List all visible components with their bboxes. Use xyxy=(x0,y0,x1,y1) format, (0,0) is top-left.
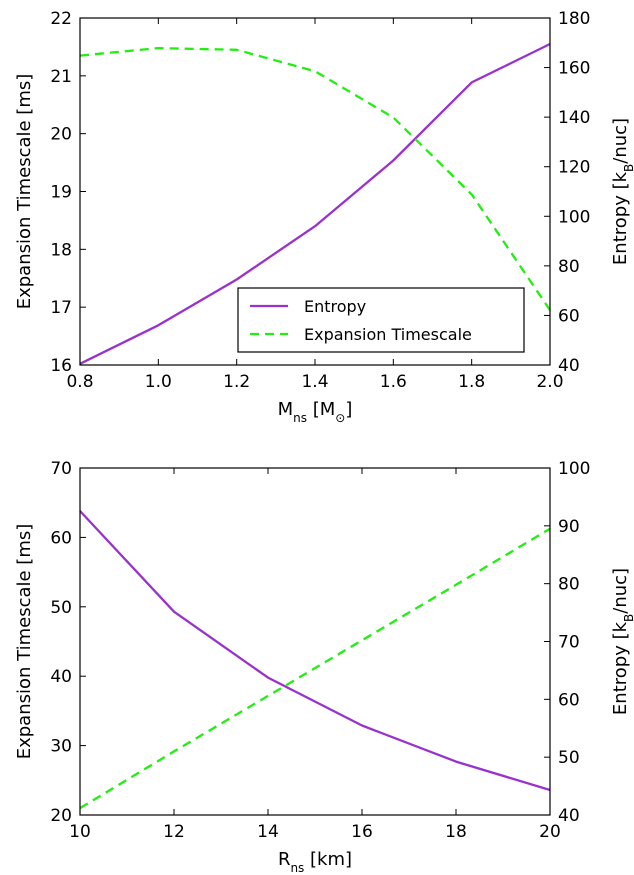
x-axis-label: Rns [km] xyxy=(278,849,352,875)
subscript: ns xyxy=(290,861,304,875)
label-part: ] xyxy=(345,399,352,420)
x-tick-label: 1.6 xyxy=(380,372,407,392)
x-tick-label: 1.4 xyxy=(301,372,328,392)
legend: Entropy Expansion Timescale xyxy=(237,287,525,353)
y-tick-label-right: 100 xyxy=(558,207,590,227)
y-tick-label-right: 80 xyxy=(558,257,580,277)
timescale-line xyxy=(79,46,551,311)
y-tick-label-left: 17 xyxy=(50,298,72,318)
y-tick-label-left: 70 xyxy=(50,459,72,479)
y-tick-label-left: 22 xyxy=(50,9,72,29)
subscript: B xyxy=(622,614,634,622)
label-part: [km] xyxy=(304,849,352,870)
y-tick-label-right: 80 xyxy=(558,575,580,595)
label-part: Entropy [k xyxy=(610,171,631,265)
label-part: M xyxy=(278,399,294,420)
x-tick-label: 12 xyxy=(163,822,185,842)
y-tick-label-left: 18 xyxy=(50,240,72,260)
x-axis-label: Mns [M⊙] xyxy=(278,399,353,425)
y-tick-label-right: 60 xyxy=(558,306,580,326)
x-tick-label: 1.2 xyxy=(223,372,250,392)
y-axis-label-left: Expansion Timescale [ms] xyxy=(14,74,35,310)
y-tick-label-right: 70 xyxy=(558,633,580,653)
x-tick-label: 16 xyxy=(351,822,373,842)
y-tick-label-right: 40 xyxy=(558,806,580,826)
label-part: /nuc] xyxy=(610,118,631,164)
y-tick-label-right: 160 xyxy=(558,59,590,79)
y-tick-label-right: 60 xyxy=(558,690,580,710)
chart-top: 0.8 1.0 1.2 1.4 1.6 1.8 2.0 16 17 18 19 20 21 22 40 60 8… xyxy=(14,9,634,425)
chart-bottom: 10 12 14 16 18 20 20 30 40 50 60 70 40 50 60 70 80 90 100 R… xyxy=(14,459,634,875)
entropy-line xyxy=(79,42,551,365)
y-tick-label-left: 50 xyxy=(50,598,72,618)
y-tick-label-left: 60 xyxy=(50,528,72,548)
y-axis-label-right: Entropy [kB/nuc] xyxy=(610,568,634,715)
y-tick-label-right: 140 xyxy=(558,108,590,128)
label-part: [M xyxy=(307,399,335,420)
entropy-line xyxy=(79,510,551,792)
y-tick-label-left: 19 xyxy=(50,183,72,203)
label-part: R xyxy=(278,849,291,870)
y-axis-label-left: Expansion Timescale [ms] xyxy=(14,524,35,760)
y-tick-label-right: 100 xyxy=(558,459,590,479)
x-tick-label: 20 xyxy=(539,822,561,842)
subscript: ns xyxy=(293,411,307,425)
y-tick-label-left: 40 xyxy=(50,667,72,687)
y-tick-label-right: 120 xyxy=(558,158,590,178)
timescale-line xyxy=(79,527,551,810)
y-tick-label-right: 180 xyxy=(558,9,590,29)
x-tick-label: 18 xyxy=(445,822,467,842)
legend-entry: Expansion Timescale xyxy=(304,325,472,344)
label-part: Entropy [k xyxy=(610,621,631,715)
y-tick-label-left: 30 xyxy=(50,737,72,757)
x-tick-label: 10 xyxy=(69,822,91,842)
y-tick-label-left: 20 xyxy=(50,125,72,145)
y-tick-label-left: 16 xyxy=(50,356,72,376)
y-tick-label-right: 40 xyxy=(558,356,580,376)
plot-frame xyxy=(79,17,551,366)
plot-frame xyxy=(79,467,551,816)
x-tick-label: 0.8 xyxy=(66,372,93,392)
y-axis-label-right: Entropy [kB/nuc] xyxy=(610,118,634,265)
y-tick-label-right: 50 xyxy=(558,748,580,768)
y-tick-label-left: 21 xyxy=(50,67,72,87)
legend-entry: Entropy xyxy=(304,297,366,316)
label-part: /nuc] xyxy=(610,568,631,614)
y-tick-label-left: 20 xyxy=(50,806,72,826)
subscript: ⊙ xyxy=(335,411,345,425)
x-tick-label: 1.0 xyxy=(145,372,172,392)
subscript: B xyxy=(622,164,634,172)
x-tick-label: 14 xyxy=(257,822,279,842)
legend-box xyxy=(237,287,525,353)
x-tick-label: 1.8 xyxy=(458,372,485,392)
x-tick-label: 2.0 xyxy=(536,372,563,392)
y-tick-label-right: 90 xyxy=(558,517,580,537)
